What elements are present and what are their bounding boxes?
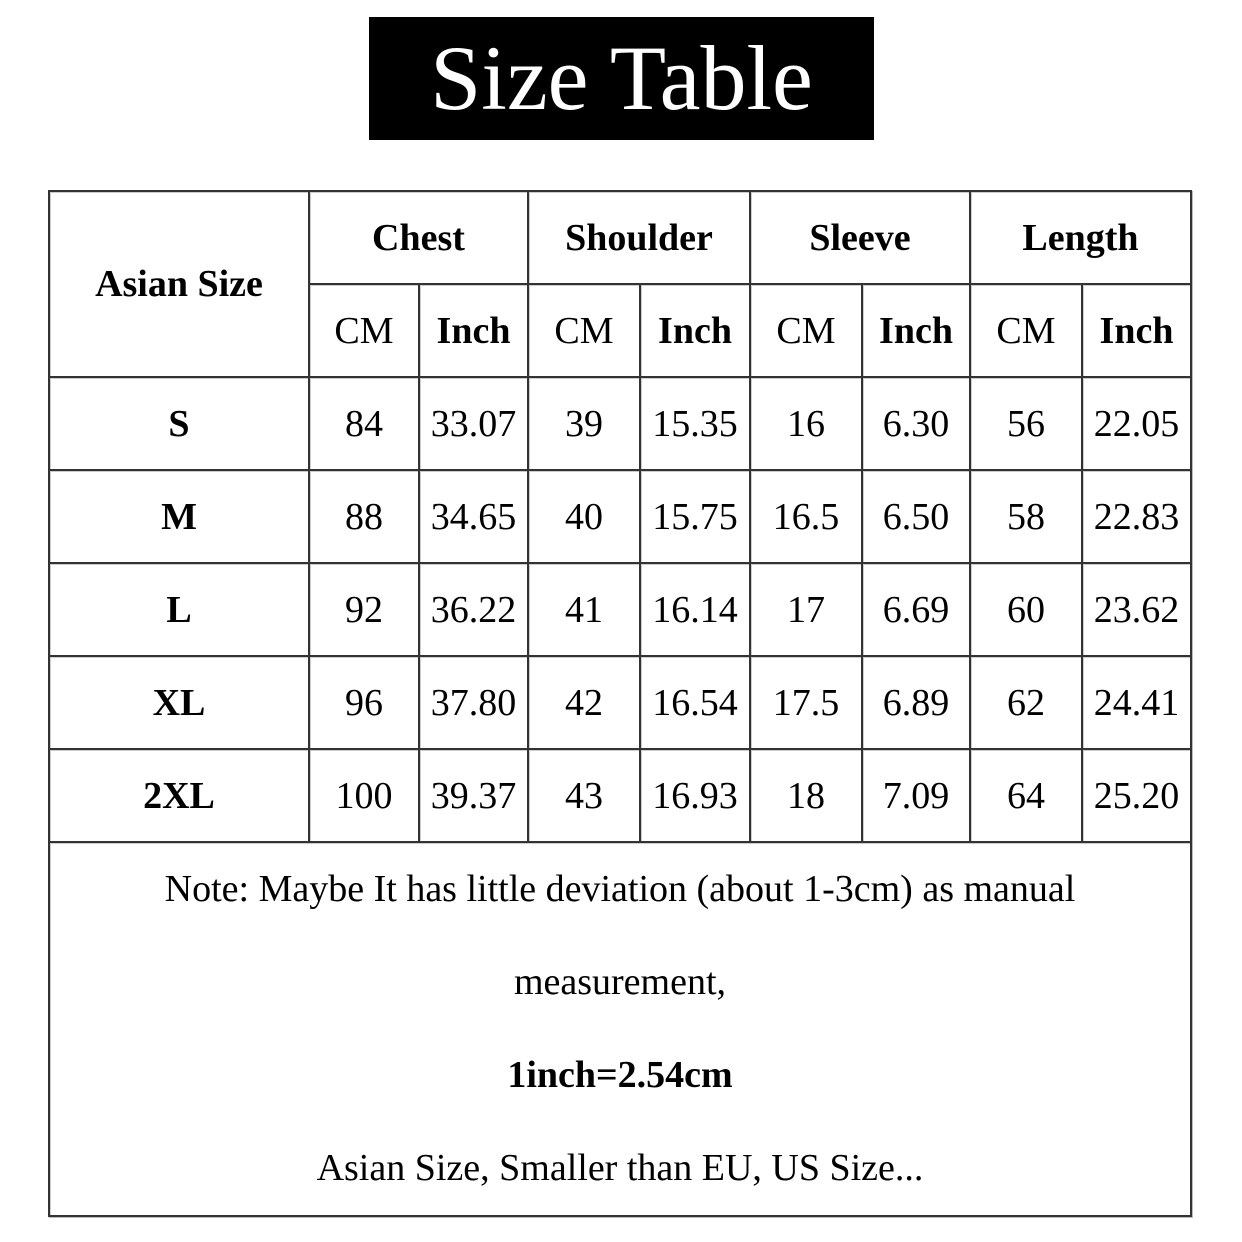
measurement-cell: 56 bbox=[969, 376, 1083, 471]
unit-cm: CM bbox=[308, 283, 420, 378]
size-label: S bbox=[48, 376, 310, 471]
header-asian-size: Asian Size bbox=[48, 190, 310, 378]
header-shoulder: Shoulder bbox=[527, 190, 751, 285]
measurement-cell: 39 bbox=[527, 376, 641, 471]
size-label: L bbox=[48, 562, 310, 657]
measurement-cell: 33.07 bbox=[418, 376, 529, 471]
measurement-cell: 58 bbox=[969, 469, 1083, 564]
measurement-cell: 16.14 bbox=[639, 562, 751, 657]
note-cell: Note: Maybe It has little deviation (abo… bbox=[48, 841, 1192, 1217]
measurement-cell: 37.80 bbox=[418, 655, 529, 750]
measurement-cell: 88 bbox=[308, 469, 420, 564]
note-line: Note: Maybe It has little deviation (abo… bbox=[164, 868, 1076, 910]
measurement-cell: 22.83 bbox=[1081, 469, 1192, 564]
measurement-cell: 36.22 bbox=[418, 562, 529, 657]
note-line: measurement, bbox=[513, 961, 727, 1003]
table-row: M 88 34.65 40 15.75 16.5 6.50 58 22.83 bbox=[48, 469, 1192, 564]
measurement-cell: 18 bbox=[749, 748, 863, 843]
measurement-cell: 42 bbox=[527, 655, 641, 750]
size-label: 2XL bbox=[48, 748, 310, 843]
conversion-note: 1inch=2.54cm bbox=[507, 1054, 733, 1096]
measurement-cell: 23.62 bbox=[1081, 562, 1192, 657]
size-label: XL bbox=[48, 655, 310, 750]
header-sleeve: Sleeve bbox=[749, 190, 971, 285]
size-note: Asian Size, Smaller than EU, US Size... bbox=[316, 1147, 924, 1189]
measurement-cell: 34.65 bbox=[418, 469, 529, 564]
measurement-cell: 15.35 bbox=[639, 376, 751, 471]
unit-cm: CM bbox=[969, 283, 1083, 378]
measurement-cell: 62 bbox=[969, 655, 1083, 750]
unit-inch: Inch bbox=[639, 283, 751, 378]
unit-cm: CM bbox=[527, 283, 641, 378]
measurement-cell: 7.09 bbox=[861, 748, 971, 843]
measurement-cell: 43 bbox=[527, 748, 641, 843]
header-chest: Chest bbox=[308, 190, 529, 285]
measurement-cell: 64 bbox=[969, 748, 1083, 843]
table-row: XL 96 37.80 42 16.54 17.5 6.89 62 24.41 bbox=[48, 655, 1192, 750]
unit-inch: Inch bbox=[1081, 283, 1192, 378]
measurement-cell: 6.69 bbox=[861, 562, 971, 657]
measurement-cell: 25.20 bbox=[1081, 748, 1192, 843]
measurement-cell: 16.5 bbox=[749, 469, 863, 564]
measurement-cell: 84 bbox=[308, 376, 420, 471]
measurement-cell: 100 bbox=[308, 748, 420, 843]
measurement-cell: 6.89 bbox=[861, 655, 971, 750]
size-label: M bbox=[48, 469, 310, 564]
unit-inch: Inch bbox=[861, 283, 971, 378]
measurement-cell: 96 bbox=[308, 655, 420, 750]
measurement-cell: 60 bbox=[969, 562, 1083, 657]
measurement-cell: 39.37 bbox=[418, 748, 529, 843]
page-title: Size Table bbox=[369, 17, 874, 140]
measurement-cell: 6.30 bbox=[861, 376, 971, 471]
measurement-cell: 40 bbox=[527, 469, 641, 564]
measurement-cell: 16.54 bbox=[639, 655, 751, 750]
measurement-cell: 16.93 bbox=[639, 748, 751, 843]
header-length: Length bbox=[969, 190, 1192, 285]
measurement-cell: 17.5 bbox=[749, 655, 863, 750]
measurement-cell: 24.41 bbox=[1081, 655, 1192, 750]
unit-cm: CM bbox=[749, 283, 863, 378]
table-row: 2XL 100 39.37 43 16.93 18 7.09 64 25.20 bbox=[48, 748, 1192, 843]
size-table: Asian Size Chest Shoulder Sleeve Length … bbox=[48, 190, 1192, 1217]
measurement-cell: 15.75 bbox=[639, 469, 751, 564]
measurement-cell: 92 bbox=[308, 562, 420, 657]
measurement-cell: 16 bbox=[749, 376, 863, 471]
unit-inch: Inch bbox=[418, 283, 529, 378]
table-row: L 92 36.22 41 16.14 17 6.69 60 23.62 bbox=[48, 562, 1192, 657]
measurement-cell: 41 bbox=[527, 562, 641, 657]
measurement-cell: 17 bbox=[749, 562, 863, 657]
measurement-cell: 22.05 bbox=[1081, 376, 1192, 471]
measurement-cell: 6.50 bbox=[861, 469, 971, 564]
table-row: S 84 33.07 39 15.35 16 6.30 56 22.05 bbox=[48, 376, 1192, 471]
